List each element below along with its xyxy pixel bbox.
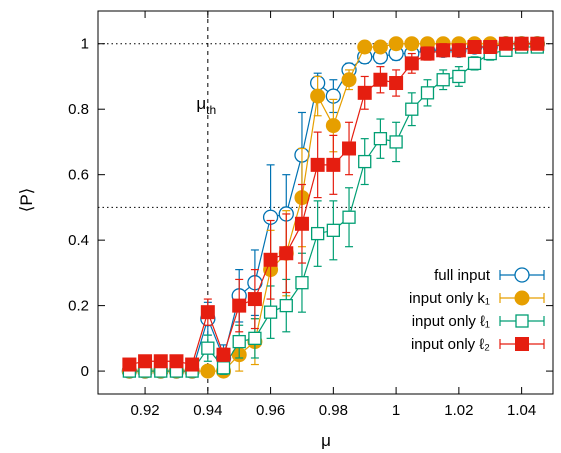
series-layer	[121, 36, 545, 379]
data-point	[342, 141, 357, 156]
data-point	[311, 226, 325, 241]
data-point	[483, 40, 498, 55]
data-point	[389, 135, 403, 149]
legend-entry-3: input only ℓ₂	[411, 336, 545, 353]
data-point	[405, 102, 419, 116]
data-point	[373, 72, 388, 87]
x-tick-label: 1.04	[507, 402, 536, 419]
legend-label: input only k₁	[409, 290, 490, 307]
data-point	[201, 341, 215, 355]
data-point	[295, 276, 309, 290]
series-3	[122, 36, 545, 372]
legend-label: full input	[434, 267, 491, 284]
data-point	[294, 216, 309, 231]
data-point	[404, 36, 420, 52]
data-point	[372, 39, 388, 55]
data-point	[247, 292, 262, 307]
legend-label: input only ℓ₁	[412, 313, 490, 330]
data-point	[326, 157, 341, 172]
data-point	[436, 73, 450, 87]
data-point	[200, 363, 216, 379]
legend-entry-0: full input	[434, 267, 545, 284]
data-point	[357, 85, 372, 100]
data-point	[122, 357, 137, 372]
data-point	[325, 118, 341, 134]
data-point	[373, 132, 388, 146]
threshold-annotation-base: μ	[196, 94, 206, 113]
data-point	[452, 69, 466, 84]
legend-marker	[514, 267, 530, 283]
legend-entry-2: input only ℓ₁	[412, 313, 545, 330]
data-point	[514, 36, 529, 51]
data-point	[358, 154, 372, 169]
data-point	[200, 305, 215, 320]
legend: full input input only k₁ input only ℓ₁ inpu…	[409, 267, 545, 353]
x-tick-label: 0.92	[130, 402, 159, 419]
data-point	[216, 361, 231, 375]
data-point	[216, 347, 231, 362]
x-tick-label: 0.98	[319, 402, 348, 419]
data-point	[498, 36, 513, 51]
data-point	[388, 36, 404, 52]
x-tick-label: 0.96	[256, 402, 285, 419]
data-point	[404, 56, 419, 71]
y-tick-label: 1	[81, 36, 89, 53]
y-axis-label: ⟨P⟩	[17, 188, 36, 213]
y-tick-label: 0	[81, 363, 89, 380]
data-point	[185, 357, 200, 372]
data-point	[451, 43, 466, 58]
data-point	[530, 36, 545, 51]
y-tick-label: 0.8	[68, 101, 89, 118]
data-point	[263, 252, 278, 267]
data-point	[357, 39, 373, 55]
legend-marker	[515, 314, 529, 328]
data-point	[169, 354, 184, 369]
data-point	[263, 305, 278, 319]
data-point	[420, 46, 435, 61]
data-point	[389, 76, 404, 91]
legend-marker	[515, 337, 529, 351]
y-tick-label: 0.6	[68, 167, 89, 184]
data-point	[310, 157, 325, 172]
legend-marker	[514, 290, 530, 306]
x-tick-label: 1	[392, 402, 400, 419]
data-point	[420, 86, 435, 100]
data-point	[436, 43, 451, 58]
data-point	[467, 56, 482, 71]
plot-frame	[97, 10, 554, 395]
data-point	[138, 354, 153, 369]
data-point	[248, 331, 262, 346]
data-point	[342, 210, 356, 224]
data-point	[467, 40, 482, 55]
data-point	[279, 246, 294, 261]
y-tick-label: 0.4	[68, 232, 89, 249]
axis-ticks: 0.92 0.94 0.96 0.98 1 1.02 1.04 0 0.2 0.4 0.6 0.8 1	[68, 11, 553, 419]
legend-entry-1: input only k₁	[409, 290, 545, 307]
threshold-annotation-subscript: th	[206, 103, 216, 117]
data-point	[153, 354, 168, 369]
x-tick-label: 1.02	[444, 402, 473, 419]
legend-label: input only ℓ₂	[411, 336, 490, 353]
data-point	[326, 223, 340, 237]
x-axis-label: μ	[321, 431, 331, 450]
data-point	[310, 88, 326, 104]
data-point	[279, 298, 293, 313]
data-point	[232, 298, 247, 313]
y-tick-label: 0.2	[68, 298, 89, 315]
data-point	[341, 72, 357, 88]
x-tick-label: 0.94	[193, 402, 222, 419]
threshold-annotation: μth	[196, 94, 216, 117]
data-point	[232, 334, 246, 349]
